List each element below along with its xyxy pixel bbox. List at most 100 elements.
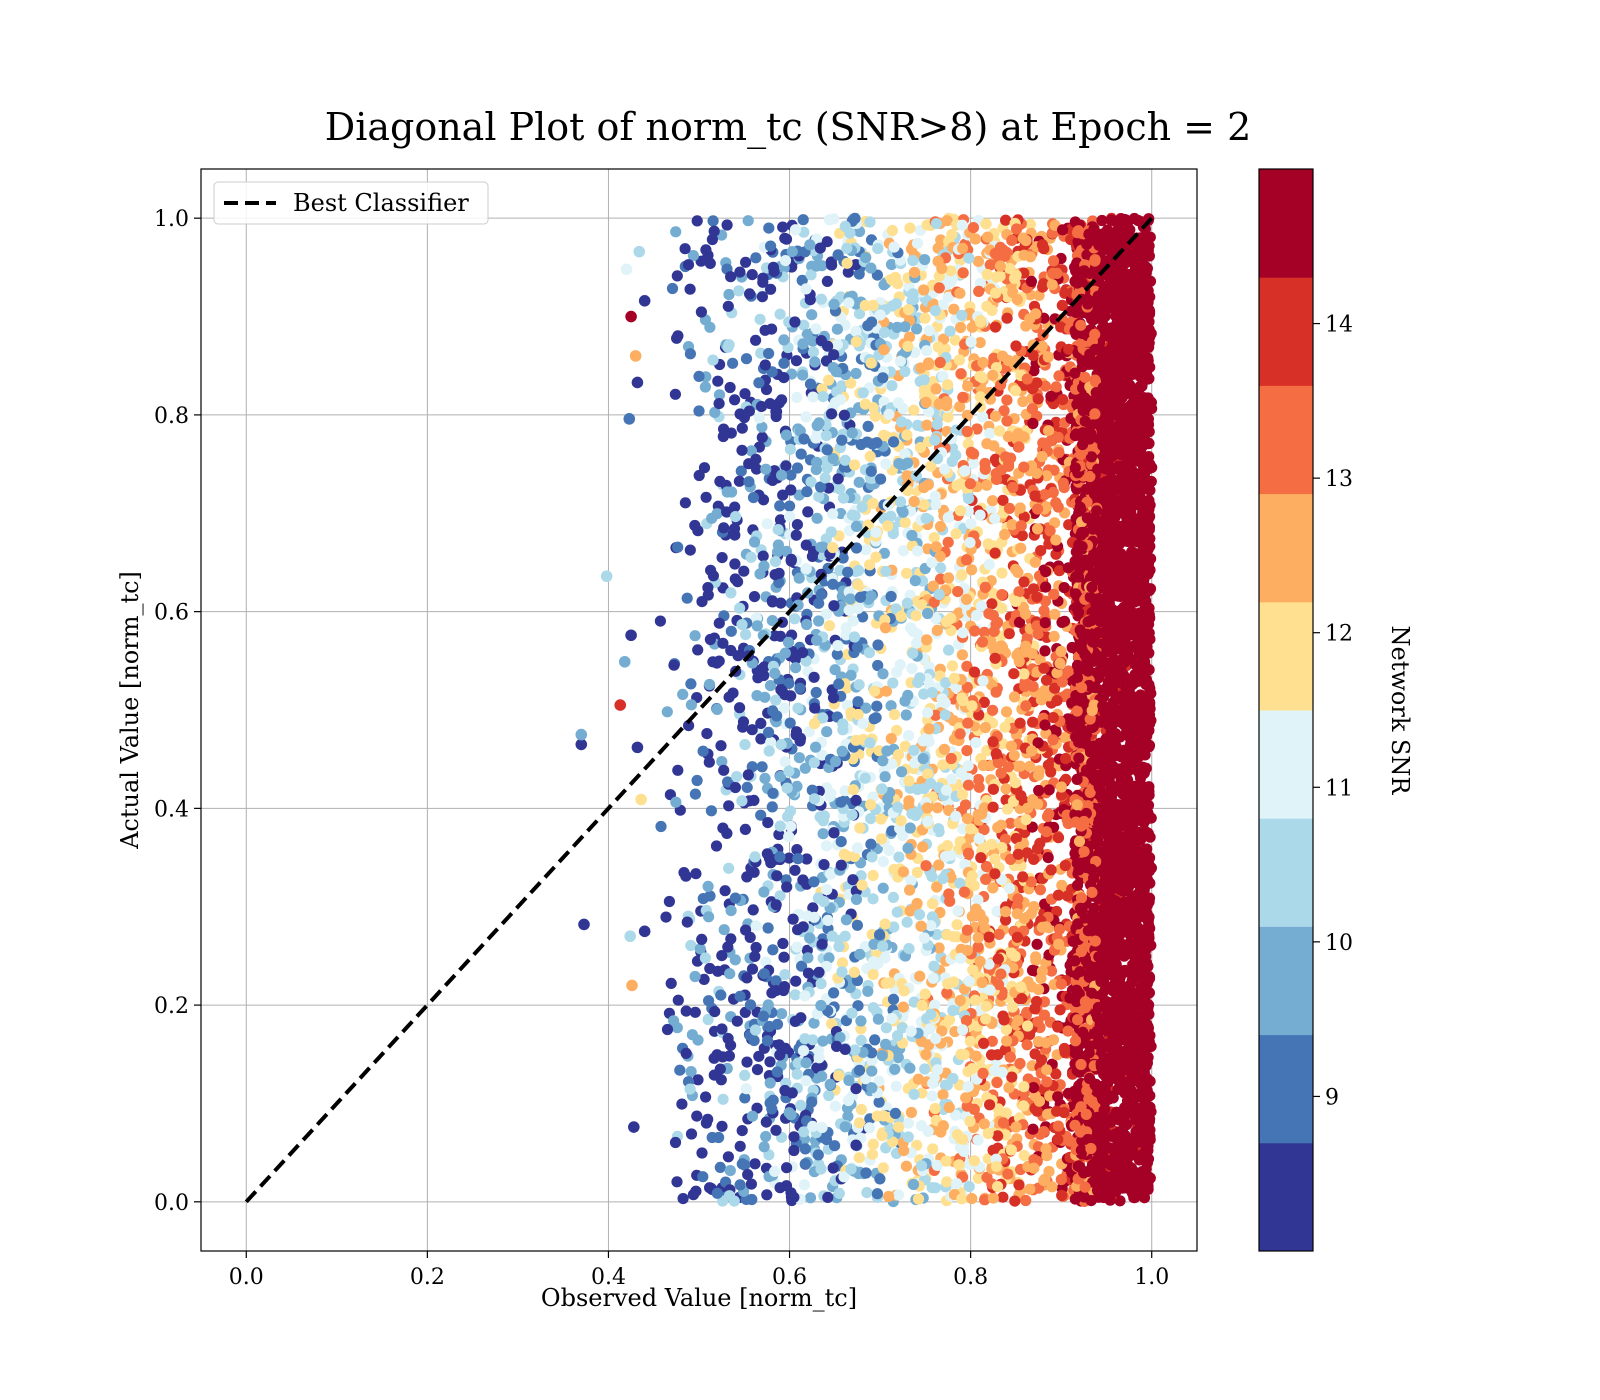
scatter-point <box>854 948 866 961</box>
scatter-point <box>1046 279 1058 291</box>
scatter-point <box>990 748 1002 760</box>
scatter-point <box>844 593 857 605</box>
scatter-point <box>867 893 879 905</box>
scatter-point <box>904 884 916 896</box>
scatter-point <box>736 619 748 631</box>
scatter-point <box>818 810 830 822</box>
scatter-point <box>746 724 758 736</box>
scatter-point <box>825 788 837 800</box>
scatter-point <box>964 478 977 490</box>
plot-area <box>200 168 1198 1252</box>
scatter-point <box>1010 563 1022 575</box>
scatter-point <box>785 820 797 833</box>
scatter-point <box>854 822 866 834</box>
scatter-point <box>851 641 864 654</box>
scatter-point <box>972 773 985 786</box>
scatter-point <box>679 497 692 509</box>
scatter-point <box>823 1089 835 1102</box>
scatter-point <box>954 994 966 1007</box>
scatter-point <box>751 620 763 632</box>
scatter-point <box>765 240 777 252</box>
scatter-point <box>739 823 752 836</box>
scatter-point <box>789 316 801 328</box>
scatter-point <box>885 258 898 271</box>
scatter-point <box>936 693 948 705</box>
scatter-point <box>1043 784 1055 796</box>
scatter-point <box>791 391 803 403</box>
scatter-point <box>692 525 704 537</box>
scatter-point <box>892 1052 904 1064</box>
scatter-point <box>1009 385 1022 397</box>
scatter-point <box>702 589 714 601</box>
scatter-point <box>769 667 781 680</box>
scatter-point <box>927 1143 939 1155</box>
scatter-point <box>823 620 836 632</box>
scatter-point <box>885 733 897 745</box>
scatter-point <box>929 305 942 317</box>
scatter-point <box>713 617 725 629</box>
scatter-point <box>969 994 982 1006</box>
scatter-point <box>947 1004 959 1017</box>
scatter-point <box>940 784 953 796</box>
scatter-point <box>917 841 929 853</box>
scatter-point <box>802 506 814 518</box>
scatter-point <box>966 870 978 882</box>
scatter-point <box>759 324 771 336</box>
scatter-point <box>1017 395 1029 408</box>
chart-title: Diagonal Plot of norm_tc (SNR>8) at Epoc… <box>325 105 1252 150</box>
scatter-point <box>816 1121 828 1134</box>
scatter-point <box>954 478 967 490</box>
scatter-point <box>864 216 876 228</box>
scatter-point <box>707 215 719 227</box>
scatter-point <box>777 221 789 233</box>
scatter-point <box>729 394 741 406</box>
scatter-point <box>937 370 949 382</box>
scatter-point <box>745 551 757 563</box>
scatter-point <box>771 406 783 418</box>
scatter-point <box>915 920 927 932</box>
scatter-point <box>770 899 782 911</box>
scatter-point <box>770 1124 782 1136</box>
scatter-point <box>938 743 951 755</box>
scatter-point <box>872 639 884 651</box>
scatter-point <box>867 1138 879 1150</box>
scatter-point <box>763 222 775 234</box>
scatter-point <box>888 921 900 933</box>
scatter-point <box>962 717 974 729</box>
scatter-point <box>686 1029 699 1041</box>
scatter-point <box>797 921 809 933</box>
scatter-point <box>946 660 959 672</box>
scatter-point <box>842 1110 854 1122</box>
scatter-point <box>977 356 989 369</box>
scatter-point <box>1052 832 1065 844</box>
scatter-point <box>717 822 729 834</box>
scatter-point <box>864 450 876 462</box>
scatter-point <box>849 459 861 471</box>
scatter-point <box>827 541 839 554</box>
scatter-point <box>977 411 989 423</box>
scatter-point <box>961 944 973 956</box>
scatter-point <box>783 831 795 843</box>
scatter-point <box>1033 1095 1046 1107</box>
scatter-point <box>655 820 667 833</box>
scatter-point <box>866 851 878 863</box>
scatter-point <box>1047 734 1059 746</box>
scatter-point <box>968 1155 981 1167</box>
scatter-point <box>933 282 945 294</box>
scatter-point <box>828 987 840 999</box>
scatter-point <box>827 692 840 704</box>
scatter-point <box>842 1094 855 1107</box>
scatter-point <box>995 968 1007 980</box>
scatter-point <box>962 779 975 791</box>
scatter-point <box>668 659 680 671</box>
scatter-point <box>850 734 862 746</box>
scatter-point <box>878 326 891 339</box>
scatter-point <box>931 418 943 430</box>
scatter-point <box>676 1098 688 1110</box>
scatter-point <box>774 890 786 902</box>
scatter-point <box>739 739 751 751</box>
scatter-point <box>1007 481 1019 493</box>
scatter-point <box>976 636 989 648</box>
scatter-point <box>943 1101 955 1113</box>
scatter-point <box>951 919 963 931</box>
